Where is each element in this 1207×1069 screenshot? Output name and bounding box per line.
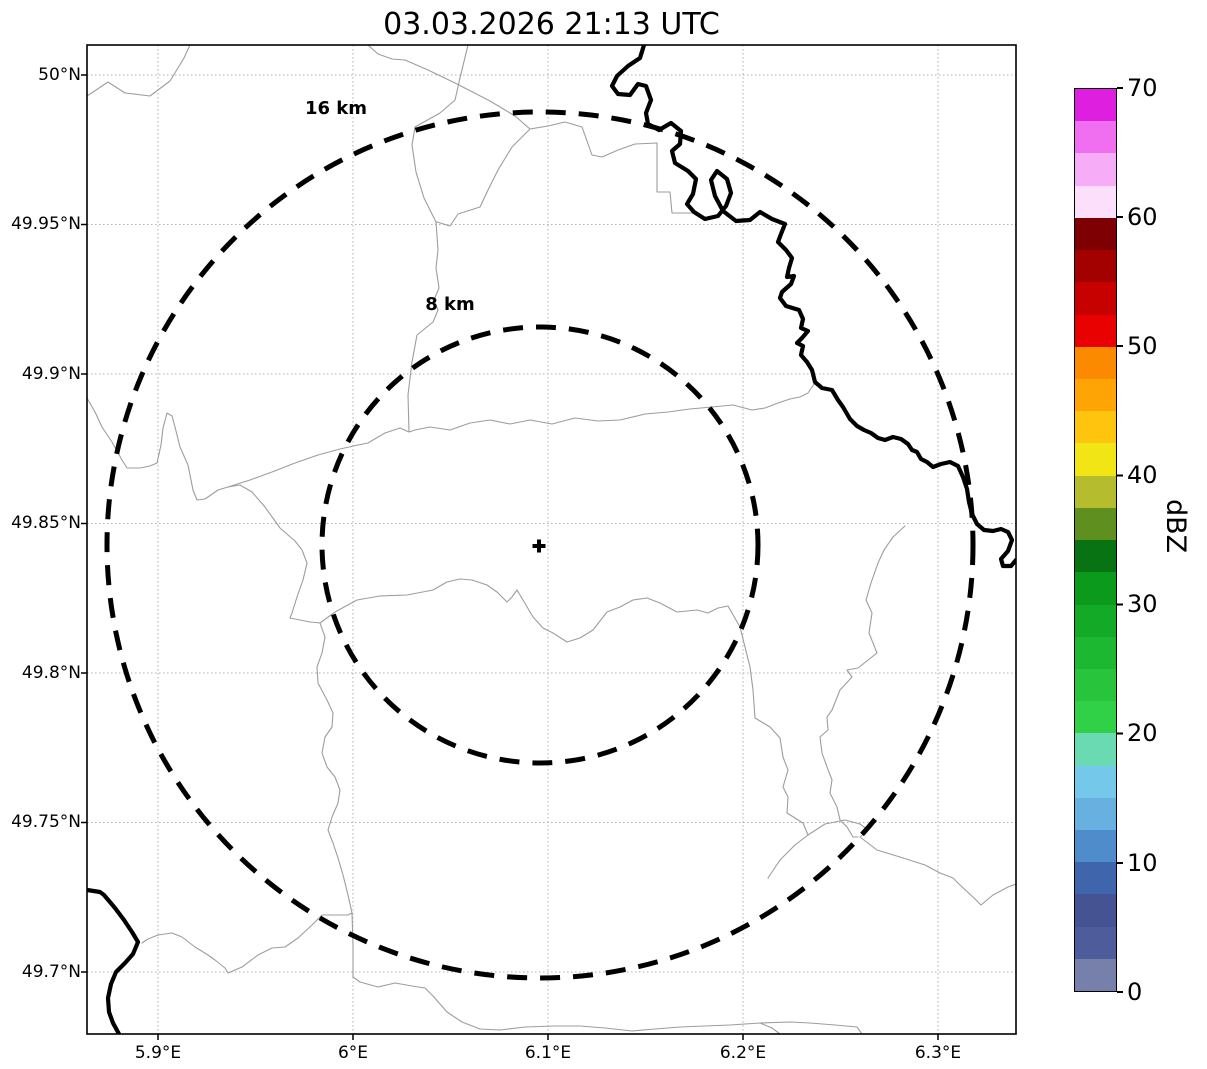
colorbar-segment [1075,894,1116,927]
colorbar-segment [1075,797,1116,831]
colorbar-segment [1075,217,1116,251]
range-ring-label-16km: 16 km [304,98,368,119]
colorbar-tick-label: 60 [1127,203,1158,231]
colorbar-gradient [1075,89,1116,992]
colorbar-segment [1075,475,1116,508]
colorbar-segment [1075,443,1116,476]
x-tick-label: 5.9°E [134,1043,182,1063]
y-tick-label: 49.9°N [21,364,81,384]
x-tick-label: 6.2°E [719,1043,767,1063]
radar-site-marker [532,539,546,553]
colorbar-tick-marks [1117,87,1123,993]
colorbar-segment [1075,507,1116,541]
colorbar-segment [1075,862,1116,895]
colorbar-segment [1075,765,1116,798]
colorbar-tick-label: 70 [1127,74,1158,102]
colorbar-segment [1075,314,1116,347]
axis-tick-marks [81,74,939,1040]
range-ring-16km [104,109,976,981]
colorbar-segment [1075,926,1116,959]
y-tick-label: 50°N [38,65,81,85]
colorbar-segment [1075,346,1116,379]
colorbar-segment [1075,572,1116,605]
grid-lines [87,45,1016,1034]
colorbar-segment [1075,604,1116,637]
colorbar-segment [1075,282,1116,315]
colorbar-tick-label: 40 [1127,461,1158,489]
colorbar-segment [1075,958,1116,992]
y-tick-label: 49.95°N [11,214,81,234]
colorbar-segment [1075,540,1116,573]
colorbar-tick-label: 0 [1127,978,1143,1006]
range-ring-8km [319,324,761,766]
plot-frame [86,44,1017,1035]
colorbar-segment [1075,830,1116,863]
colorbar-segment [1075,636,1116,669]
x-tick-label: 6.1°E [524,1043,572,1063]
colorbar-segment [1075,733,1116,766]
colorbar-segment [1075,250,1116,283]
colorbar-segment [1075,185,1116,218]
colorbar [1074,88,1117,992]
colorbar-tick-label: 10 [1127,849,1158,877]
x-tick-label: 6°E [337,1043,369,1063]
y-tick-label: 49.75°N [11,812,81,832]
x-tick-label: 6.3°E [914,1043,962,1063]
colorbar-segment [1075,378,1116,412]
colorbar-segment [1075,153,1116,186]
colorbar-segment [1075,701,1116,734]
river-border-line [87,45,1016,1034]
y-tick-label: 49.8°N [21,663,81,683]
colorbar-segment [1075,121,1116,154]
colorbar-tick-label: 20 [1127,719,1158,747]
colorbar-axis-label: dBZ [1160,499,1191,554]
colorbar-tick-label: 30 [1127,590,1158,618]
admin-boundaries [87,45,1016,1034]
y-tick-label: 49.7°N [21,962,81,982]
plot-title: 03.03.2026 21:13 UTC [383,7,720,42]
colorbar-segment [1075,668,1116,702]
range-ring-label-8km: 8 km [425,294,475,315]
colorbar-tick-label: 50 [1127,332,1158,360]
colorbar-segment [1075,89,1116,122]
colorbar-segment [1075,411,1116,444]
y-tick-label: 49.85°N [11,513,81,533]
